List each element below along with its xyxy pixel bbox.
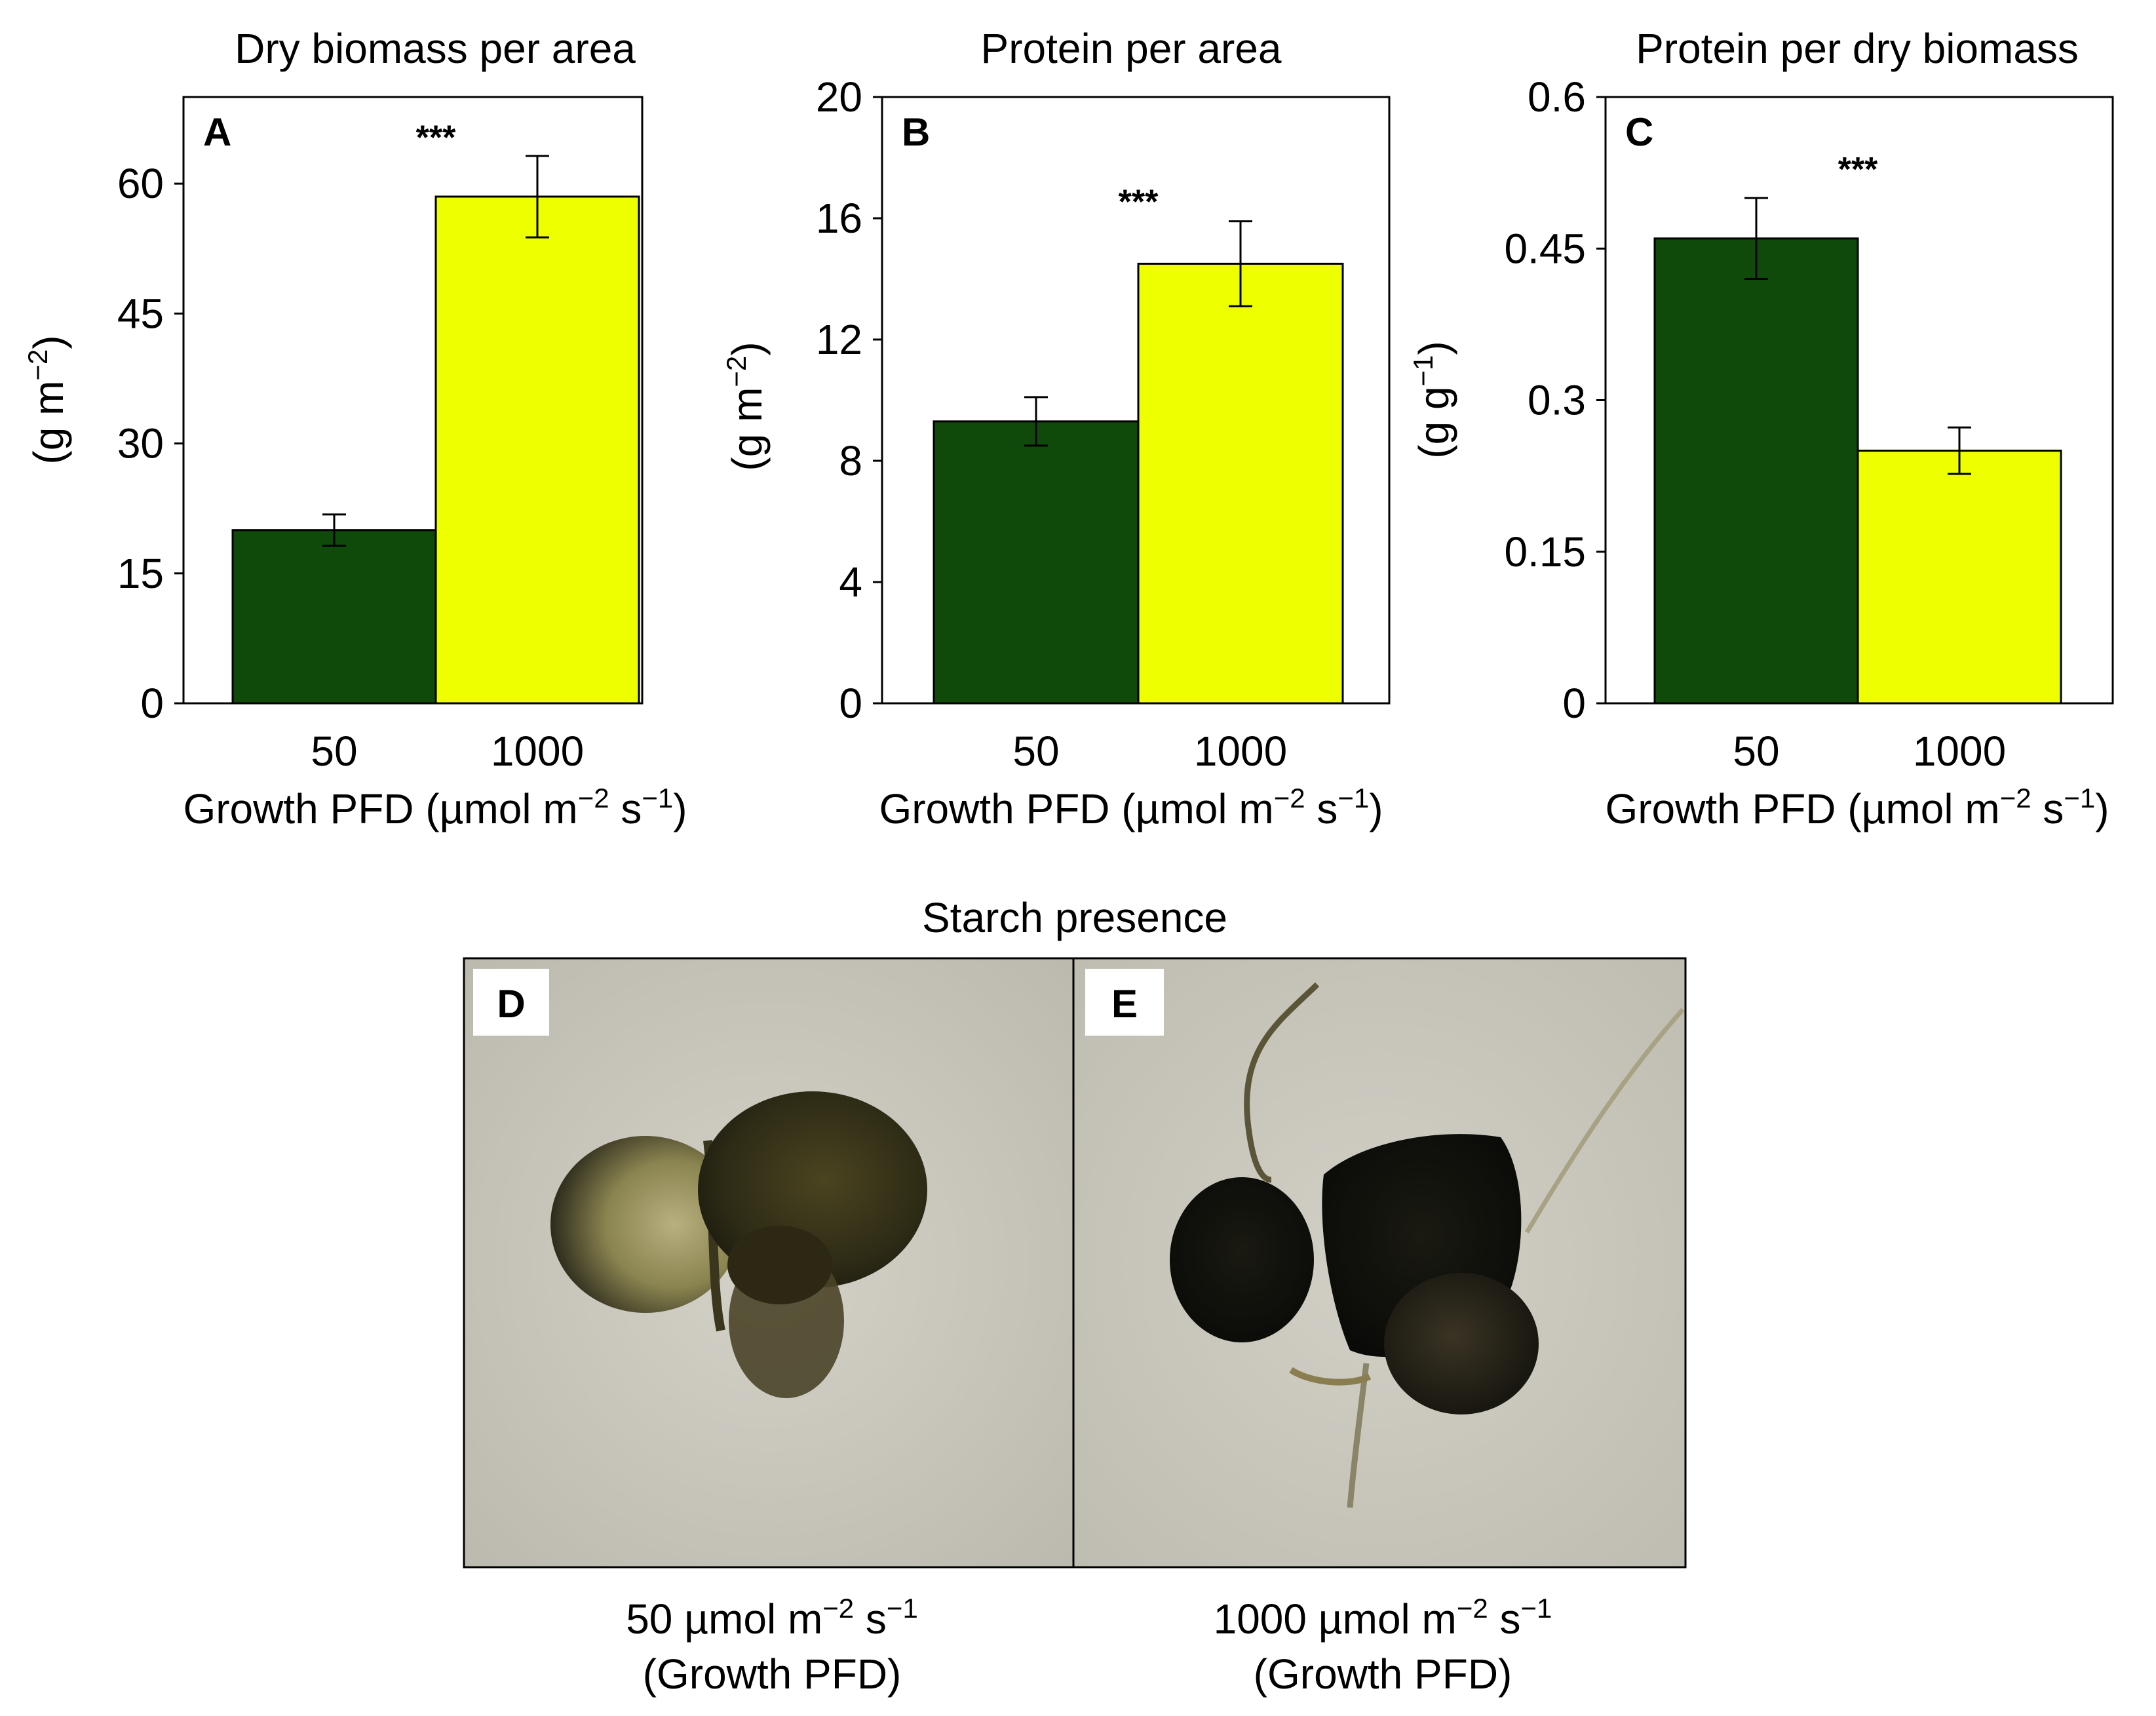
x-tick-label: 1000 — [1194, 728, 1287, 775]
y-tick-group: 0 15 30 45 60 — [117, 160, 183, 727]
photo-caption-d: 50 µmol m−2 s−1 — [626, 1593, 918, 1643]
panel-letter: B — [902, 110, 930, 154]
x-tick-label: 50 — [311, 728, 357, 775]
y-tick-label: 0.6 — [1528, 73, 1586, 121]
significance-marker: *** — [416, 119, 456, 157]
error-bar — [526, 155, 549, 239]
bar-50 — [231, 529, 437, 705]
y-tick-label: 0.15 — [1504, 528, 1586, 575]
bar-50 — [933, 420, 1140, 705]
y-tick-group: 0 4 8 12 16 20 — [816, 73, 882, 727]
photo-caption-e-line2: (Growth PFD) — [1254, 1650, 1512, 1698]
bar-1000 — [434, 195, 640, 705]
significance-marker: *** — [1119, 183, 1159, 221]
y-tick-label: 8 — [839, 437, 862, 484]
y-tick-label: 12 — [816, 316, 862, 363]
photo-letter-box — [1085, 969, 1164, 1036]
chart-title: Dry biomass per area — [235, 25, 636, 72]
error-bar — [322, 513, 346, 547]
duckweed-frond-high-light — [1170, 982, 1685, 1508]
y-tick-label: 0.45 — [1504, 225, 1586, 272]
error-bar-group — [322, 155, 549, 547]
photo-caption-d-line2: (Growth PFD) — [643, 1650, 902, 1698]
error-bar — [1744, 197, 1768, 280]
bar-50 — [1653, 237, 1859, 705]
panel-letter: C — [1625, 110, 1653, 154]
photo-panel-d: D — [464, 958, 1073, 1567]
photo-frame — [463, 957, 1687, 1569]
y-tick-label: 15 — [117, 550, 164, 597]
x-tick-label: 50 — [1012, 728, 1059, 775]
x-axis-title: Growth PFD (µmol m−2 s−1) — [1605, 783, 2109, 832]
bar-1000 — [1137, 262, 1344, 705]
y-tick-label: 45 — [117, 290, 164, 337]
x-tick-label: 50 — [1733, 728, 1779, 775]
photo-panel-e: E — [1073, 958, 1685, 1567]
y-tick-label: 0.3 — [1528, 377, 1586, 424]
error-bar — [1024, 396, 1048, 447]
bar-1000 — [1857, 450, 2062, 705]
y-tick-label: 4 — [839, 558, 862, 606]
y-tick-group: 0 0.15 0.3 0.45 0.6 — [1504, 73, 1606, 727]
y-tick-label: 0 — [1562, 680, 1586, 727]
x-tick-label: 1000 — [491, 728, 584, 775]
y-tick-label: 20 — [816, 73, 862, 121]
x-axis-title: Growth PFD (µmol m−2 s−1) — [879, 783, 1383, 832]
error-bar-group — [1744, 197, 1971, 475]
significance-marker: *** — [1838, 151, 1878, 189]
error-bar — [1948, 426, 1971, 475]
x-tick-label: 1000 — [1913, 728, 2006, 775]
photo-letter: D — [497, 982, 525, 1026]
chart-title: Protein per dry biomass — [1636, 25, 2079, 72]
photo-caption-e: 1000 µmol m−2 s−1 — [1214, 1593, 1552, 1643]
x-axis-title: Growth PFD (µmol m−2 s−1) — [183, 783, 687, 832]
y-axis-title: (g g−1) — [1408, 341, 1457, 458]
error-bar-group — [1024, 220, 1252, 447]
y-axis-title: (g m−2) — [721, 341, 771, 471]
y-tick-label: 30 — [117, 420, 164, 467]
photo-letter-box — [473, 969, 549, 1036]
bar-group — [933, 262, 1344, 705]
y-tick-label: 60 — [117, 160, 164, 207]
panel-letter: A — [203, 110, 231, 154]
y-tick-label: 0 — [140, 680, 164, 727]
photo-letter: E — [1111, 982, 1138, 1026]
chart-panel-b: Protein per area 0 4 8 12 16 20 B *** 50 1000… — [721, 25, 1391, 832]
error-bar — [1229, 220, 1252, 307]
y-tick-label: 0 — [839, 680, 862, 727]
y-tick-label: 16 — [816, 195, 862, 242]
chart-panel-c: Protein per dry biomass 00.150.30.450.6 … — [1408, 25, 2114, 832]
y-axis-title: (g m−2) — [22, 335, 72, 464]
duckweed-frond-low-light — [550, 1091, 927, 1398]
chart-title: Protein per area — [981, 25, 1282, 72]
bar-group — [1653, 237, 2062, 705]
starch-title: Starch presence — [922, 894, 1227, 941]
bar-group — [231, 195, 640, 705]
